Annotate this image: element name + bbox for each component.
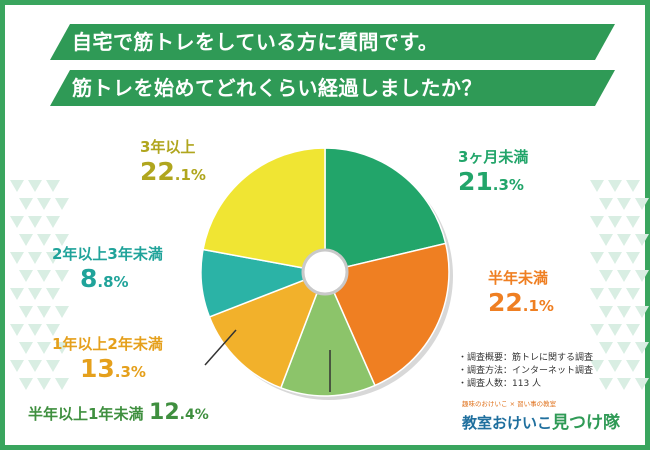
label-3years-plus-name: 3年以上 <box>140 138 196 156</box>
survey-note-count: 調査人数：113 人 <box>458 378 593 391</box>
brand-name-part1: 教室おけいこ <box>462 414 553 432</box>
label-3years-plus-int: 22 <box>140 157 175 186</box>
brand-logo: 趣味のおけいこ × 習い事の教室 教室おけいこ見つけ隊 <box>462 398 632 433</box>
label-3months-name: 3ヶ月未満 <box>458 148 529 166</box>
label-half-to-1year-int: 12 <box>149 400 180 425</box>
label-3years-plus: 3年以上 22.1% <box>140 136 206 190</box>
label-1to2years: 1年以上2年未満 13.3% <box>52 333 163 387</box>
label-1to2years-int: 13 <box>80 354 115 383</box>
slice-3years-plus <box>202 147 326 269</box>
label-2to3years-int: 8 <box>80 264 98 293</box>
survey-notes: 調査概要：筋トレに関する調査 調査方法：インターネット調査 調査人数：113 人 <box>458 352 593 391</box>
label-half-year-dec: .1% <box>522 297 554 315</box>
label-half-to-1year: 半年以上1年未満 12.4% <box>28 400 209 425</box>
label-half-to-1year-dec: .4% <box>179 407 209 423</box>
label-2to3years-dec: .8% <box>97 273 129 291</box>
leader-1to2years <box>204 329 237 366</box>
label-half-year-int: 22 <box>488 288 523 317</box>
label-3years-plus-dec: .1% <box>174 166 206 184</box>
header-line-1: 自宅で筋トレをしている方に質問です。 <box>50 24 615 60</box>
label-2to3years: 2年以上3年未満 8.8% <box>52 243 163 297</box>
header-line-2: 筋トレを始めてどれくらい経過しましたか？ <box>50 70 615 106</box>
label-1to2years-dec: .3% <box>114 363 146 381</box>
label-3months-dec: .3% <box>492 176 524 194</box>
survey-note-summary: 調査概要：筋トレに関する調査 <box>458 352 593 365</box>
label-half-year-name: 半年未満 <box>488 269 549 287</box>
label-2to3years-name: 2年以上3年未満 <box>52 245 163 263</box>
brand-name-part2: 見つけ隊 <box>552 413 621 433</box>
label-half-year: 半年未満 22.1% <box>488 267 554 321</box>
donut-hole <box>301 248 349 296</box>
label-1to2years-name: 1年以上2年未満 <box>52 335 163 353</box>
label-half-to-1year-name: 半年以上1年未満 <box>28 405 144 423</box>
brand-tagline: 趣味のおけいこ × 習い事の教室 <box>462 400 557 408</box>
survey-note-method: 調査方法：インターネット調査 <box>458 365 593 378</box>
label-3months-int: 21 <box>458 167 493 196</box>
label-3months: 3ヶ月未満 21.3% <box>458 146 528 200</box>
